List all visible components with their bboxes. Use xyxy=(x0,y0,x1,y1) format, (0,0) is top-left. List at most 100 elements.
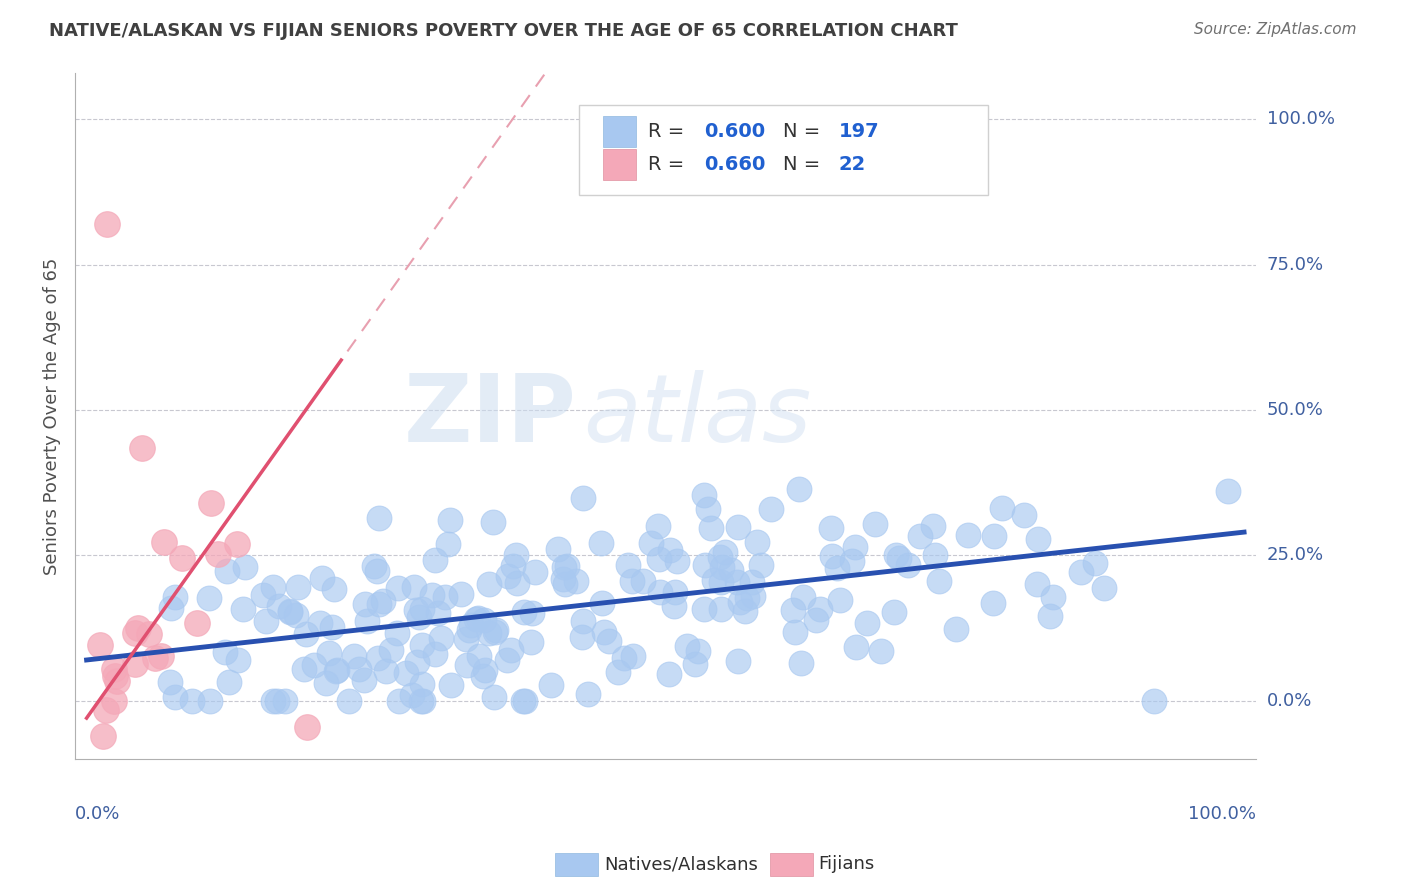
Point xyxy=(323,582,346,597)
Point xyxy=(254,614,277,628)
Point xyxy=(401,688,423,702)
Point xyxy=(523,566,546,580)
Text: 100.0%: 100.0% xyxy=(1188,805,1256,823)
Point xyxy=(945,622,967,636)
Point xyxy=(207,548,229,562)
Point xyxy=(200,496,222,510)
Point xyxy=(347,663,370,677)
Point xyxy=(159,674,181,689)
Point xyxy=(429,632,451,646)
Point xyxy=(1084,556,1107,570)
Point xyxy=(356,614,378,628)
Point xyxy=(124,626,146,640)
Point xyxy=(226,653,249,667)
Point xyxy=(501,643,523,657)
Point xyxy=(104,669,127,683)
Point xyxy=(186,615,208,630)
Text: R =: R = xyxy=(648,154,690,174)
Point xyxy=(127,621,149,635)
Point xyxy=(606,665,628,679)
Point xyxy=(302,658,325,673)
Text: 25.0%: 25.0% xyxy=(1267,547,1324,565)
Point xyxy=(820,521,842,535)
Point xyxy=(883,605,905,619)
Point xyxy=(759,502,782,516)
Point xyxy=(427,607,450,621)
Point xyxy=(138,627,160,641)
Point xyxy=(540,678,562,692)
Point xyxy=(315,676,337,690)
Point xyxy=(160,600,183,615)
Point xyxy=(311,571,333,585)
Point xyxy=(105,674,128,689)
Point xyxy=(367,511,389,525)
Point xyxy=(1042,590,1064,604)
Point xyxy=(571,630,593,644)
Point xyxy=(295,720,318,734)
Point xyxy=(789,483,811,497)
Point xyxy=(1026,532,1049,546)
Point xyxy=(262,580,284,594)
Point xyxy=(790,656,813,670)
Point xyxy=(631,574,654,588)
Text: 50.0%: 50.0% xyxy=(1267,401,1323,419)
Text: atlas: atlas xyxy=(582,370,811,461)
Point xyxy=(863,517,886,532)
Point xyxy=(522,607,544,621)
Point xyxy=(725,574,748,589)
Point xyxy=(551,572,574,586)
Text: 22: 22 xyxy=(839,154,866,174)
Point xyxy=(478,626,501,640)
Point xyxy=(869,644,891,658)
Point xyxy=(408,610,430,624)
Point xyxy=(728,595,751,609)
Point xyxy=(640,536,662,550)
Point xyxy=(792,590,814,604)
FancyBboxPatch shape xyxy=(579,105,987,195)
Point xyxy=(693,602,716,616)
Point xyxy=(214,645,236,659)
Point xyxy=(149,649,172,664)
Point xyxy=(287,580,309,594)
Point xyxy=(217,565,239,579)
Point xyxy=(326,663,349,677)
Point xyxy=(96,217,118,231)
Point xyxy=(589,536,612,550)
Point xyxy=(735,591,758,605)
Text: Fijians: Fijians xyxy=(818,855,875,873)
Point xyxy=(686,644,709,658)
Point xyxy=(928,574,950,589)
Point xyxy=(477,577,499,591)
Point xyxy=(598,633,620,648)
Point xyxy=(727,654,749,668)
Point xyxy=(856,615,879,630)
Point xyxy=(613,651,636,665)
Point xyxy=(103,663,125,677)
Point xyxy=(1026,577,1049,591)
Point xyxy=(924,548,946,562)
Point xyxy=(284,607,307,622)
Text: N =: N = xyxy=(783,154,827,174)
Point xyxy=(821,549,844,563)
Point xyxy=(474,664,496,678)
Point xyxy=(353,673,375,687)
Point xyxy=(693,488,716,502)
Point xyxy=(387,581,409,595)
Point xyxy=(395,666,418,681)
Point xyxy=(387,626,409,640)
Point xyxy=(884,548,907,562)
Point xyxy=(658,543,681,558)
Point xyxy=(710,560,733,574)
Point xyxy=(734,604,756,618)
Point xyxy=(621,574,644,588)
Point xyxy=(727,520,749,534)
Point xyxy=(374,664,396,678)
Point xyxy=(456,632,478,647)
Point xyxy=(1014,508,1036,523)
Point xyxy=(460,618,482,632)
Point xyxy=(373,594,395,608)
Point xyxy=(124,657,146,671)
Point xyxy=(828,592,851,607)
Point xyxy=(292,662,315,676)
Point xyxy=(363,558,385,573)
